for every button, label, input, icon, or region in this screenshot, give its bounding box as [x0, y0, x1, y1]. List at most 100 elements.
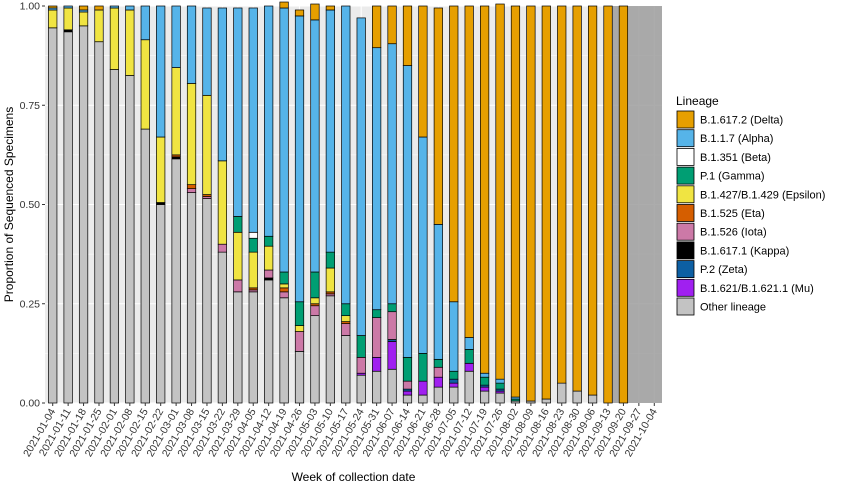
- legend-swatch: [676, 147, 695, 166]
- bar-segment: [217, 7, 227, 162]
- bar-segment: [125, 9, 135, 76]
- bar-segment: [480, 390, 490, 404]
- legend-swatch: [676, 204, 695, 222]
- bar-segment: [464, 362, 474, 372]
- bar-segment: [541, 5, 551, 400]
- bar-segment: [618, 5, 629, 404]
- bar-segment: [310, 305, 320, 317]
- bar-segment: [264, 245, 274, 271]
- bar-segment: [341, 323, 351, 336]
- bar-segment: [449, 370, 459, 380]
- bar-segment: [48, 27, 58, 404]
- bar-segment: [372, 317, 382, 358]
- bar-segment: [264, 5, 274, 237]
- bar-segment: [279, 7, 289, 273]
- bar-segment: [48, 9, 58, 29]
- legend-swatch: [676, 185, 695, 204]
- x-axis: 2021-01-042021-01-112021-01-182021-01-25…: [21, 403, 660, 459]
- bar-segment: [372, 370, 382, 404]
- legend-label: Other lineage: [700, 302, 766, 314]
- bar-segment: [279, 287, 289, 293]
- bar-segment: [217, 243, 227, 253]
- legend-swatch: [676, 110, 695, 129]
- bar-segment: [171, 158, 181, 404]
- bar-segment: [248, 237, 258, 253]
- shaded-region: [603, 6, 662, 403]
- bar-segment: [464, 337, 474, 350]
- bar-segment: [140, 128, 150, 404]
- bar-segment: [387, 303, 397, 313]
- bar-segment: [78, 25, 89, 404]
- bar-segment: [433, 358, 443, 368]
- bar-segment: [341, 303, 351, 317]
- bar-segment: [480, 5, 490, 374]
- x-axis-title: Week of collection date: [292, 470, 416, 484]
- bar-segment: [94, 9, 104, 43]
- bar-segment: [186, 83, 197, 186]
- bar-segment: [603, 5, 613, 404]
- bar-segment: [402, 394, 413, 404]
- bar-segment: [109, 7, 120, 70]
- y-axis-title: Proportion of Sequenced Specimens: [2, 107, 16, 302]
- legend-label: B.1.617.1 (Kappa): [700, 245, 789, 257]
- bar-segment: [294, 351, 305, 404]
- bar-segment: [464, 370, 474, 404]
- bar-segment: [495, 378, 505, 384]
- bar-segment: [202, 198, 212, 404]
- bar-segment: [140, 39, 150, 130]
- bar-segment: [449, 378, 459, 384]
- bar-segment: [233, 231, 243, 281]
- bar-segment: [279, 297, 289, 404]
- bar-segment: [94, 41, 104, 404]
- bar-segment: [418, 380, 428, 396]
- bar-segment: [310, 19, 320, 273]
- bar-segment: [449, 382, 459, 388]
- bar-segment: [587, 394, 598, 404]
- bar-segment: [125, 75, 135, 404]
- bar-segment: [557, 5, 567, 384]
- legend-swatch: [676, 278, 695, 297]
- bar-segment: [387, 368, 397, 404]
- bar-segment: [433, 386, 443, 404]
- legend-swatch: [676, 166, 695, 185]
- bar-segment: [264, 279, 274, 404]
- legend-label: B.1.621/B.1.621.1 (Mu): [700, 283, 814, 295]
- bar-segment: [402, 5, 413, 66]
- bar-segment: [433, 366, 443, 378]
- bar-segment: [587, 5, 598, 396]
- bar-segment: [202, 7, 212, 96]
- bar-segment: [233, 279, 243, 293]
- bar-segment: [279, 1, 289, 9]
- bar-segment: [402, 356, 413, 382]
- bar-segment: [449, 386, 459, 404]
- bar-segment: [541, 398, 551, 404]
- bar-segment: [464, 5, 474, 338]
- bar-segment: [310, 315, 320, 404]
- bar-segment: [140, 5, 150, 41]
- legend-label: B.1.617.2 (Delta): [700, 115, 783, 127]
- legend-title: Lineage: [676, 94, 719, 108]
- bar-segment: [433, 376, 443, 388]
- bar-segment: [402, 380, 413, 390]
- bar-segment: [294, 9, 305, 17]
- bar-segment: [356, 374, 366, 404]
- bar-segment: [526, 5, 536, 402]
- shaded-region-rect: [603, 6, 662, 403]
- bar-segment: [418, 353, 428, 382]
- bar-segment: [418, 136, 428, 354]
- bar-segment: [387, 43, 397, 305]
- bar-segment: [341, 335, 351, 404]
- legend-label: B.1.1.7 (Alpha): [700, 133, 773, 145]
- bar-segment: [248, 231, 258, 239]
- bar-segment: [156, 5, 166, 138]
- bar-segment: [125, 5, 135, 11]
- bar-segment: [356, 335, 366, 358]
- bar-segment: [310, 3, 320, 21]
- bar-segment: [156, 136, 166, 203]
- y-tick-label: 0.25: [20, 298, 41, 310]
- bar-segment: [78, 5, 89, 11]
- bar-segment: [171, 67, 181, 156]
- bar-segment: [480, 372, 490, 378]
- bar-segment: [156, 204, 166, 404]
- bar-segment: [186, 5, 197, 84]
